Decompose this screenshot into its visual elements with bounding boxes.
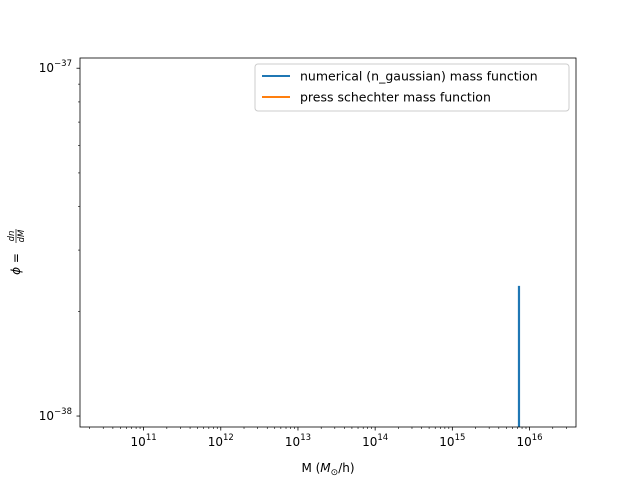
- x-tick-label: 1012: [208, 433, 234, 449]
- x-tick-label: 1011: [131, 433, 157, 449]
- plot-background: [80, 58, 576, 427]
- legend: numerical (n_gaussian) mass function pres…: [254, 63, 570, 112]
- x-tick-label: 1015: [439, 433, 465, 449]
- x-tick-label-base: 10: [131, 435, 146, 449]
- svg-text:dM: dM: [17, 229, 27, 242]
- x-tick-label-base: 10: [208, 435, 223, 449]
- x-tick-label-exponent: 13: [300, 433, 311, 443]
- x-tick-layer: 1011 1012 1013 1014 1015 1016: [131, 427, 543, 449]
- y-tick-label-base: 10: [39, 409, 54, 423]
- plot-frame: [79, 57, 577, 428]
- legend-label-1: numerical (n_gaussian) mass function: [300, 69, 538, 84]
- x-tick-label: 1013: [285, 433, 311, 449]
- x-axis-label: M (M⊙/h): [301, 461, 354, 478]
- svg-text:dn: dn: [7, 231, 17, 242]
- x-tick-label: 1016: [516, 433, 542, 449]
- x-tick-label-exponent: 16: [532, 433, 543, 443]
- svg-text:ϕ =: ϕ =: [9, 253, 23, 275]
- x-tick-label-base: 10: [362, 435, 377, 449]
- y-tick-label: 10−37: [39, 59, 72, 75]
- x-tick-label-exponent: 15: [455, 433, 466, 443]
- x-tick-label-exponent: 11: [146, 433, 157, 443]
- y-tick-label: 10−38: [39, 407, 72, 423]
- x-tick-label-exponent: 12: [223, 433, 234, 443]
- y-tick-label-base: 10: [39, 61, 54, 75]
- legend-label-2: press schechter mass function: [300, 90, 491, 105]
- y-tick-label-exponent: −38: [54, 407, 72, 417]
- legend-box: [254, 63, 570, 112]
- x-tick-label-exponent: 14: [377, 433, 388, 443]
- x-tick-label-base: 10: [285, 435, 300, 449]
- x-tick-label-base: 10: [439, 435, 454, 449]
- x-tick-label: 1014: [362, 433, 388, 449]
- x-tick-label-base: 10: [516, 435, 531, 449]
- y-tick-label-exponent: −37: [54, 59, 72, 69]
- y-axis-label: ϕ = dn dM: [7, 229, 27, 275]
